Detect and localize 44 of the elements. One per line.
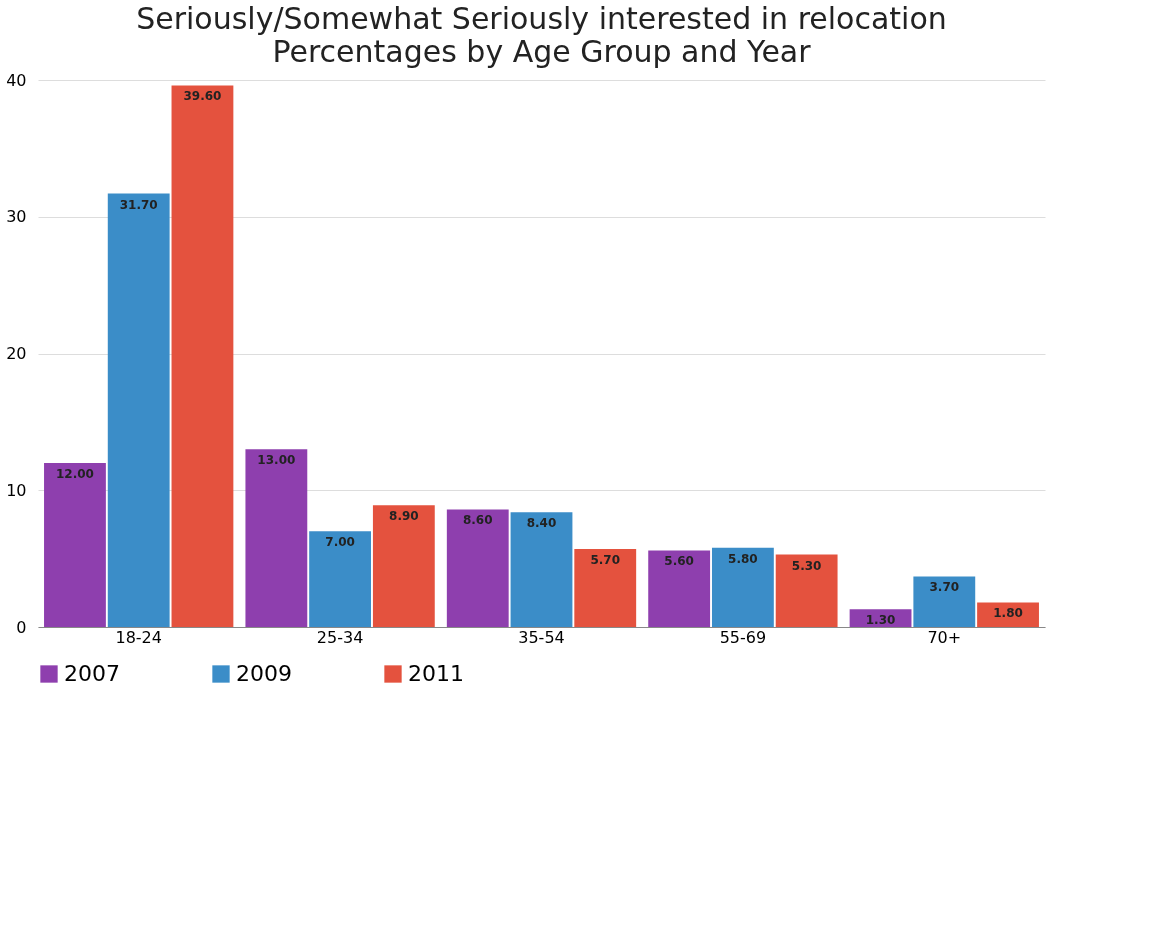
bar [913,576,976,627]
data-label: 1.30 [865,613,896,628]
chart-subtitle: Percentages by Age Group and Year [272,34,812,69]
data-label: 5.80 [728,551,758,566]
bar [574,549,637,627]
y-tick-label: 30 [6,207,27,227]
data-label: 8.40 [526,516,557,531]
data-label: 5.70 [590,553,621,568]
bar [977,602,1039,627]
x-tick-label: 18-24 [115,627,162,647]
bar [309,531,372,627]
bar [711,547,774,627]
x-tick-label: 70+ [927,627,962,647]
legend-label: 2009 [236,661,292,686]
x-tick-label: 35-54 [518,627,565,647]
data-label: 5.60 [664,554,694,569]
data-label: 39.60 [183,89,222,104]
bar [446,509,509,627]
bar [775,554,838,627]
bar [510,512,573,627]
data-label: 8.60 [462,513,493,528]
data-label: 1.80 [993,606,1023,621]
bar [245,449,308,627]
data-label: 13.00 [257,453,296,468]
data-label: 31.70 [119,197,158,212]
x-tick-label: 55-69 [719,627,767,647]
data-label: 3.70 [929,580,960,595]
data-label: 7.00 [325,535,355,550]
y-tick-label: 10 [6,480,27,500]
chart-title: Seriously/Somewhat Seriously interested in relocation [136,1,947,36]
bar [171,85,234,627]
bar [372,505,435,627]
y-tick-label: 20 [6,344,27,363]
data-label: 12.00 [55,466,94,481]
bar [107,193,170,627]
y-tick-label: 0 [16,617,27,637]
legend-label: 2011 [408,661,464,686]
x-tick-label: 25-34 [316,627,364,647]
bar [44,462,106,627]
data-label: 8.90 [389,509,419,524]
legend-label: 2007 [64,661,120,686]
y-tick-label: 40 [6,70,27,90]
data-label: 5.30 [791,558,822,573]
bar [648,550,711,627]
